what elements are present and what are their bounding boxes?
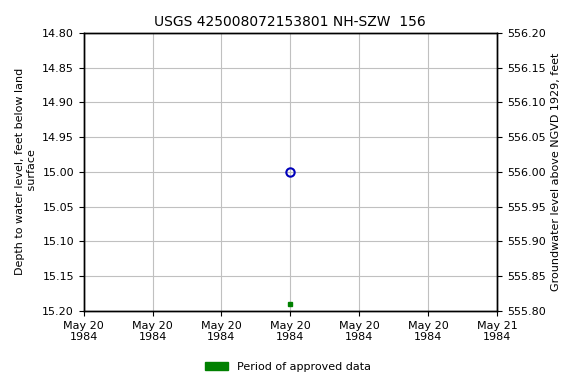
- Y-axis label: Depth to water level, feet below land
 surface: Depth to water level, feet below land su…: [15, 68, 37, 275]
- Title: USGS 425008072153801 NH-SZW  156: USGS 425008072153801 NH-SZW 156: [154, 15, 426, 29]
- Legend: Period of approved data: Period of approved data: [201, 358, 375, 377]
- Y-axis label: Groundwater level above NGVD 1929, feet: Groundwater level above NGVD 1929, feet: [551, 53, 561, 291]
